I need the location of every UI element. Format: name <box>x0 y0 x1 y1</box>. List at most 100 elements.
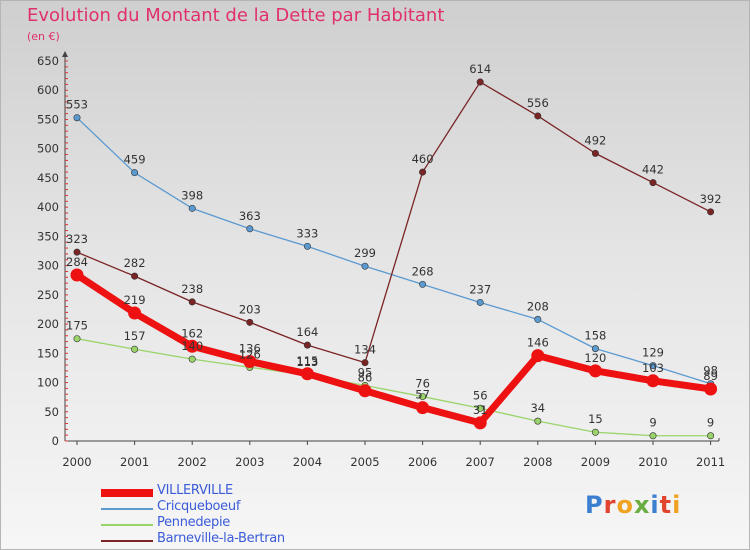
x-tick-label: 2006 <box>408 455 437 469</box>
legend-swatch <box>101 508 153 510</box>
data-point <box>473 416 487 430</box>
line-chart: 0 50 100 150 200 250 300 350 400 450 500 550 600 650 2… <box>37 51 725 469</box>
data-label: 136 <box>239 341 261 355</box>
y-tick-label: 50 <box>44 405 59 419</box>
data-point <box>73 114 81 122</box>
y-tick-label: 500 <box>37 142 59 156</box>
data-point <box>476 298 484 306</box>
data-label: 299 <box>354 246 376 260</box>
data-point <box>243 354 257 368</box>
data-point <box>361 262 369 270</box>
data-label: 268 <box>412 264 434 278</box>
logo-letter: x <box>633 491 651 519</box>
data-point <box>70 268 84 282</box>
data-point <box>416 401 430 415</box>
y-tick-label: 250 <box>37 288 59 302</box>
x-tick-label: 2010 <box>638 455 667 469</box>
data-label: 459 <box>124 153 146 167</box>
data-point <box>188 204 196 212</box>
logo-letter: o <box>616 491 634 519</box>
legend-swatch <box>101 489 153 497</box>
series-line-cricqueboeuf <box>76 117 712 385</box>
data-label: 57 <box>415 388 430 402</box>
proxiti-logo: Proxiti <box>585 491 681 519</box>
data-point <box>303 341 311 349</box>
data-point <box>131 345 139 353</box>
data-label: 208 <box>527 299 549 313</box>
data-label: 89 <box>703 369 718 383</box>
series-line-pennedepie <box>76 338 712 437</box>
series-line-barneville-la-bertran <box>76 81 712 364</box>
data-label: 392 <box>700 192 722 206</box>
data-label: 398 <box>181 188 203 202</box>
data-point <box>704 382 718 396</box>
y-tick-label: 550 <box>37 112 59 126</box>
x-tick-label: 2000 <box>62 455 91 469</box>
data-label: 333 <box>296 226 318 240</box>
x-tick-label: 2004 <box>293 455 322 469</box>
data-point <box>591 345 599 353</box>
data-label: 15 <box>588 412 603 426</box>
data-label: 31 <box>473 403 488 417</box>
data-label: 95 <box>358 365 373 379</box>
data-label: 363 <box>239 209 261 223</box>
data-point <box>707 432 715 440</box>
y-tick-label: 0 <box>52 434 59 448</box>
x-tick-label: 2007 <box>466 455 495 469</box>
data-label: 323 <box>66 232 88 246</box>
data-label: 113 <box>296 355 318 369</box>
data-point <box>246 318 254 326</box>
data-point <box>246 225 254 233</box>
legend-swatch <box>101 524 153 526</box>
data-point <box>128 306 142 320</box>
data-point <box>419 280 427 288</box>
data-point <box>591 149 599 157</box>
y-tick-label: 600 <box>37 83 59 97</box>
y-tick-label: 450 <box>37 171 59 185</box>
x-tick-label: 2009 <box>581 455 610 469</box>
data-label: 115 <box>296 354 318 368</box>
data-label: 134 <box>354 343 376 357</box>
x-tick-label: 2002 <box>178 455 207 469</box>
logo-letter: i <box>672 491 682 519</box>
data-label: 157 <box>124 329 146 343</box>
y-axis-arrow <box>62 51 68 58</box>
y-tick-label: 200 <box>37 317 59 331</box>
x-tick-label: 2005 <box>350 455 379 469</box>
data-point <box>531 349 545 363</box>
data-label: 175 <box>66 319 88 333</box>
data-label: 9 <box>649 416 656 430</box>
data-point <box>476 404 484 412</box>
data-point <box>358 384 372 398</box>
data-point <box>300 367 314 381</box>
data-label: 140 <box>181 339 203 353</box>
data-label: 556 <box>527 96 549 110</box>
data-label: 164 <box>296 325 318 339</box>
data-point <box>534 417 542 425</box>
data-label: 126 <box>239 347 261 361</box>
y-tick-label: 300 <box>37 259 59 273</box>
data-label: 146 <box>527 336 549 350</box>
y-tick-label: 150 <box>37 346 59 360</box>
x-tick-label: 2011 <box>696 455 725 469</box>
data-label: 34 <box>530 401 545 415</box>
series-line-villerville <box>73 271 715 427</box>
data-label: 614 <box>469 62 491 76</box>
legend-label: VILLERVILLE <box>157 483 233 498</box>
data-point <box>649 179 657 187</box>
data-label: 238 <box>181 282 203 296</box>
data-point <box>707 208 715 216</box>
y-tick-label: 350 <box>37 229 59 243</box>
data-label: 219 <box>124 293 146 307</box>
data-label: 103 <box>642 361 664 375</box>
x-tick-label: 2003 <box>235 455 264 469</box>
data-point <box>649 362 657 370</box>
y-tick-label: 400 <box>37 200 59 214</box>
data-point <box>361 359 369 367</box>
data-label: 282 <box>124 256 146 270</box>
data-label: 56 <box>473 388 488 402</box>
data-label: 98 <box>703 364 718 378</box>
data-point <box>131 169 139 177</box>
data-point <box>649 432 657 440</box>
